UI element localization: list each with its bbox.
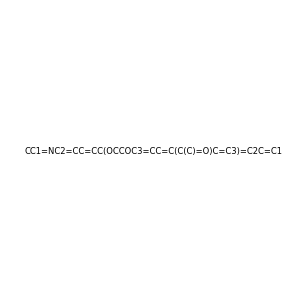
- Text: CC1=NC2=CC=CC(OCCOC3=CC=C(C(C)=O)C=C3)=C2C=C1: CC1=NC2=CC=CC(OCCOC3=CC=C(C(C)=O)C=C3)=C…: [25, 147, 283, 156]
